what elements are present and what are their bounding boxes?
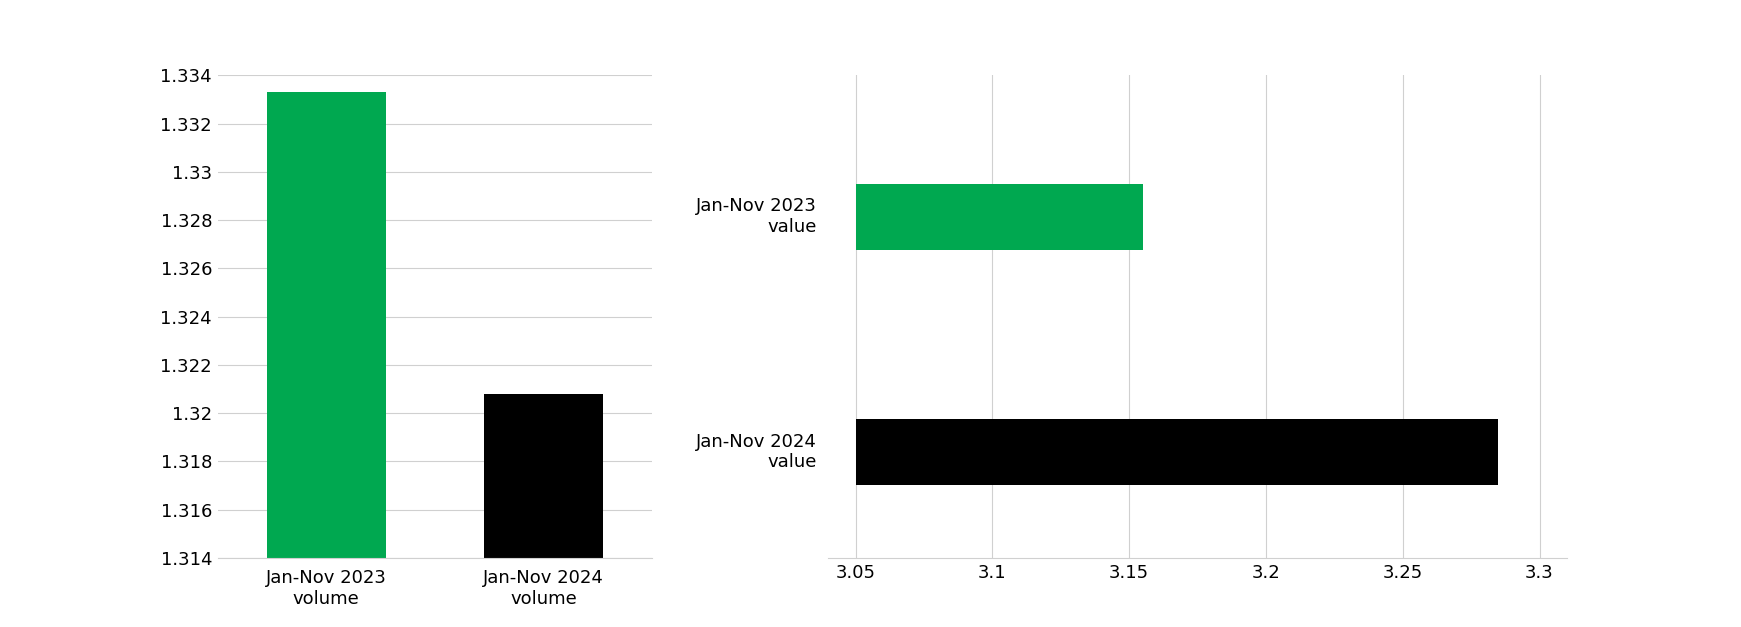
Bar	[484, 394, 604, 627]
Bar	[855, 184, 1142, 250]
Bar	[266, 92, 387, 627]
Bar	[855, 419, 1499, 485]
